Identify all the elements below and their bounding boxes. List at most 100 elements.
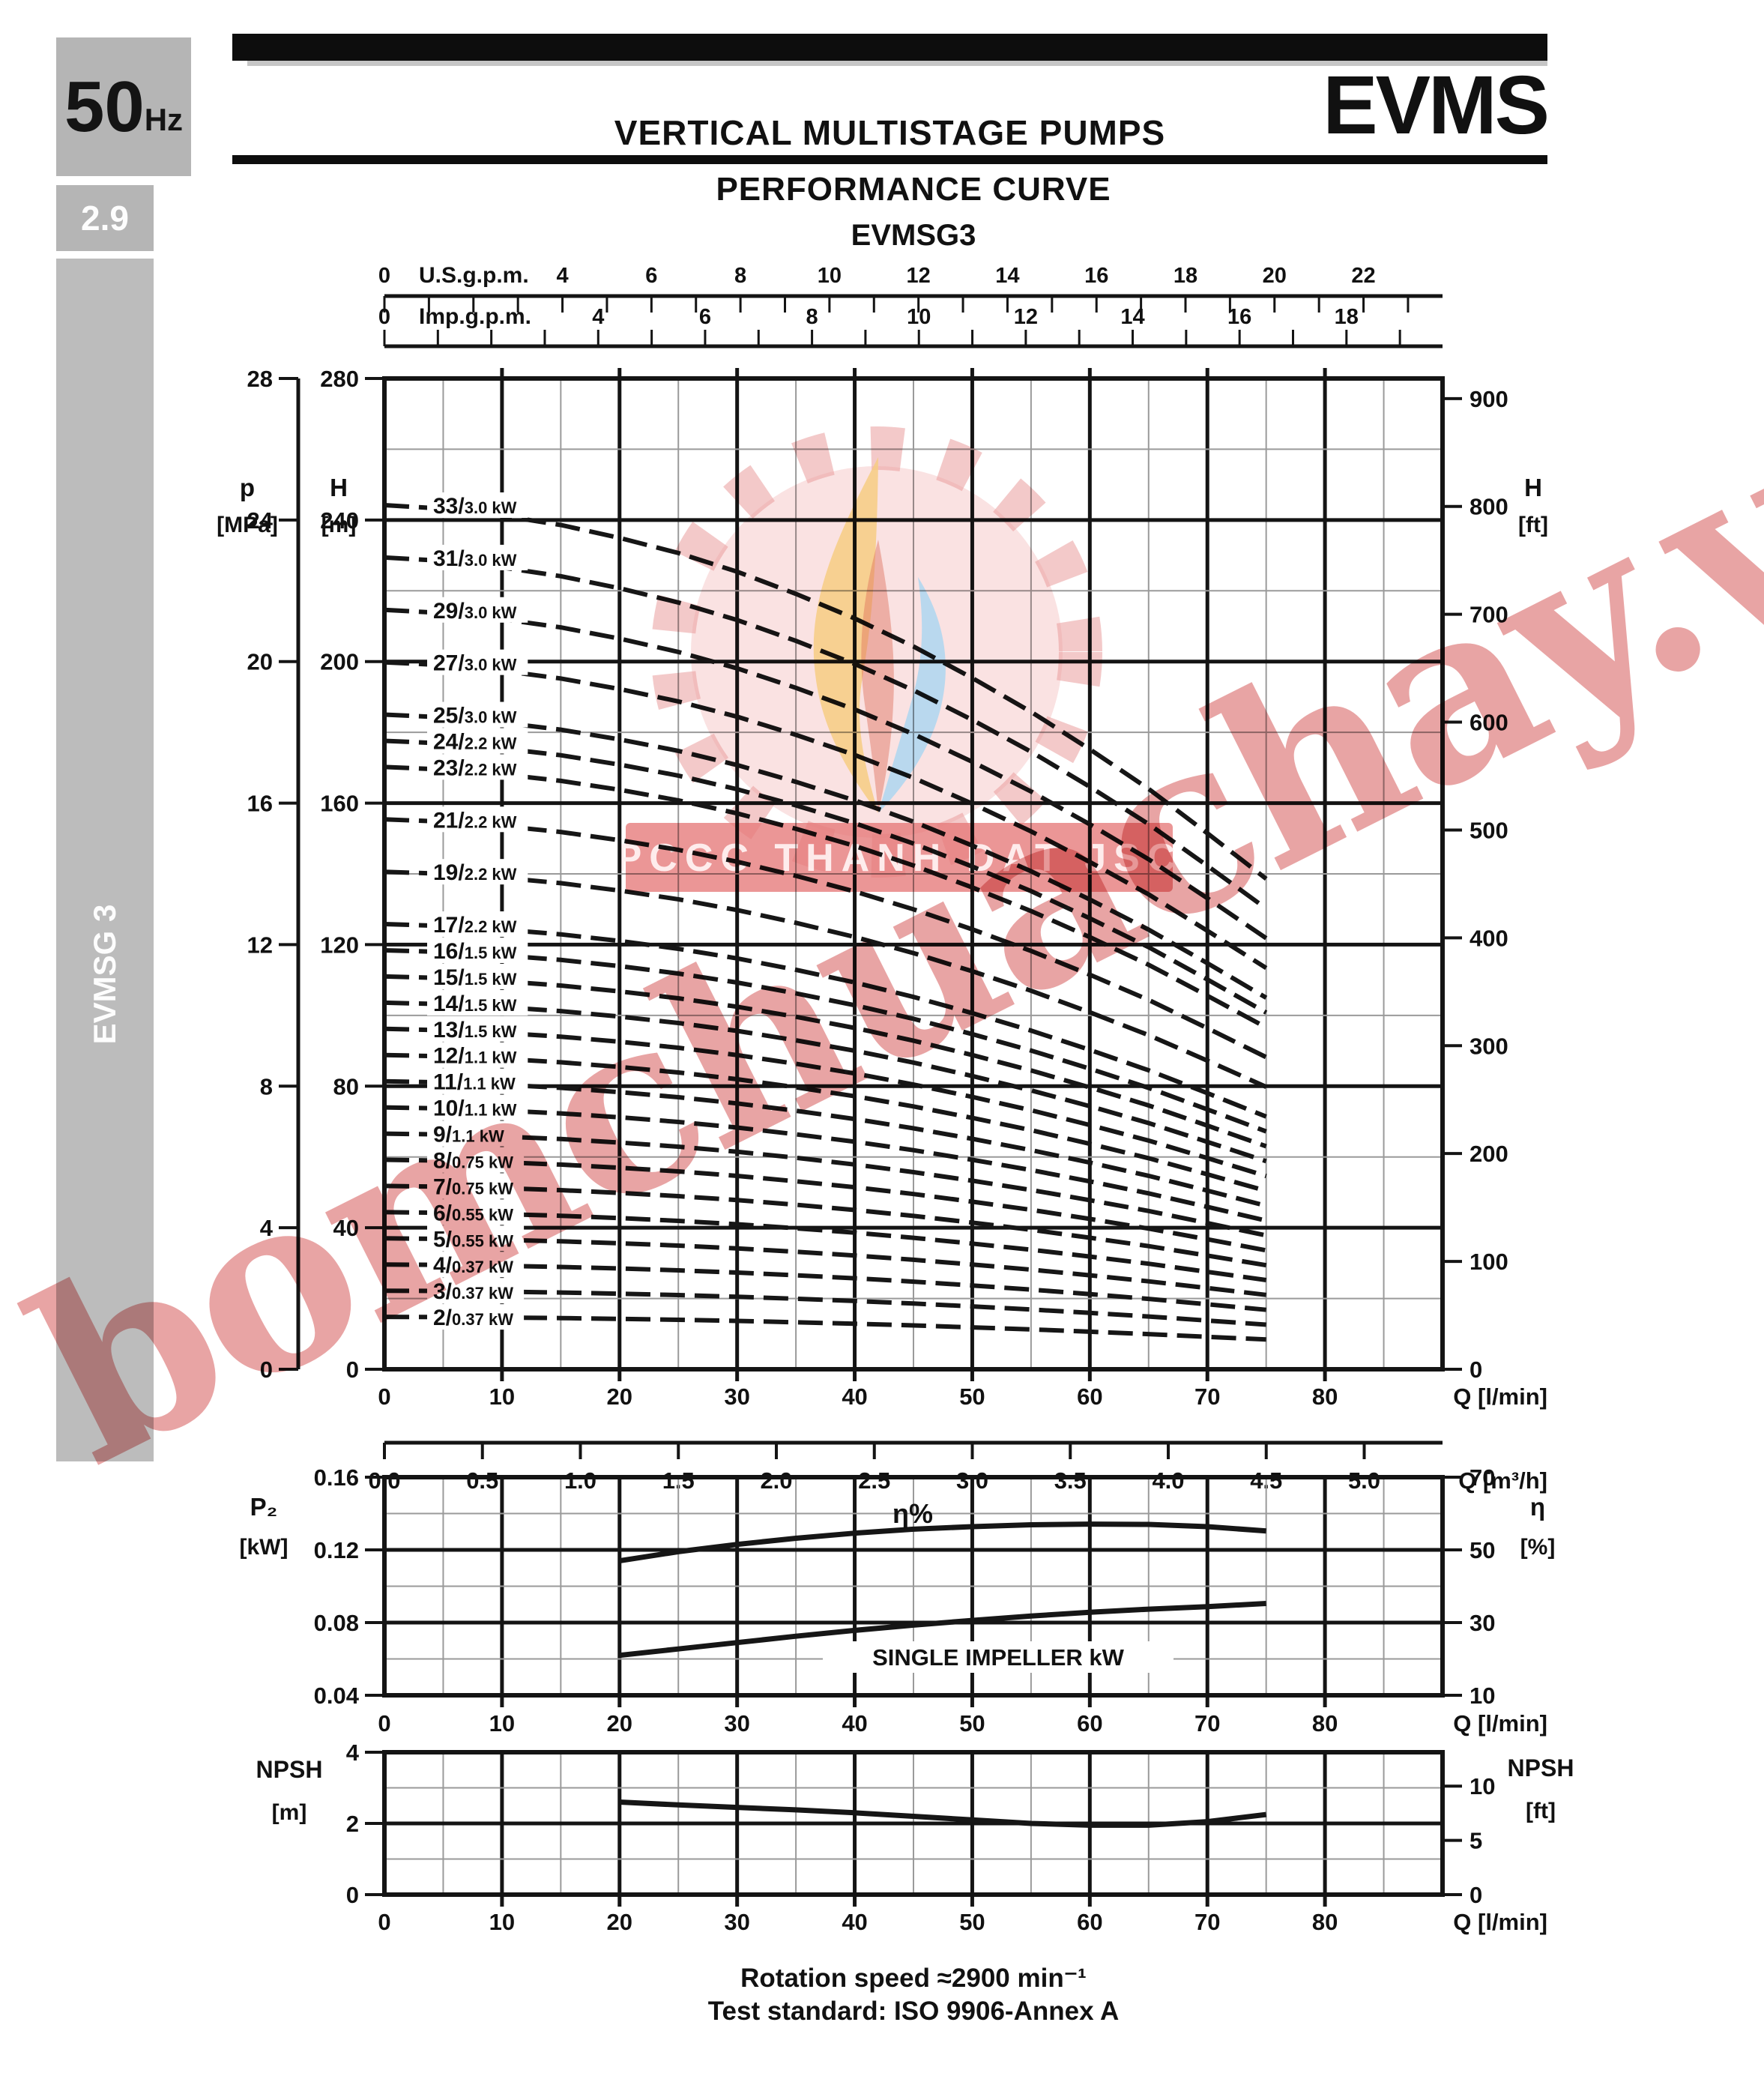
- curve-label: 15/1.5 kW: [433, 965, 517, 990]
- curve-label-bg: [427, 1252, 525, 1278]
- pump-curve: [384, 1078, 1267, 1208]
- m3h-tick-label: 0.5: [466, 1467, 498, 1494]
- curve-label: 29/3.0 kW: [433, 599, 517, 624]
- pump-curve: [384, 1236, 1267, 1297]
- impgpm-tick-label: 4: [592, 305, 604, 329]
- curve-label: 13/1.5 kW: [433, 1018, 517, 1042]
- curve-label: 6/0.55 kW: [433, 1201, 513, 1225]
- curve-label-bg: [427, 701, 528, 728]
- usgpm-tick-label: 4: [556, 264, 568, 288]
- h-ft-tick-label: 500: [1470, 817, 1508, 843]
- h-m-tick-label: 80: [333, 1073, 359, 1099]
- pump-curve: [384, 1000, 1267, 1164]
- p-tick-label: 24: [247, 507, 274, 534]
- pump-curve: [384, 948, 1267, 1134]
- usgpm-tick-label: 6: [645, 264, 657, 288]
- p2-tick-label: 0.16: [314, 1464, 359, 1491]
- npsh-ft-tick-label: 0: [1470, 1882, 1482, 1908]
- curve-label: 4/0.37 kW: [433, 1253, 513, 1278]
- p-tick-label: 0: [260, 1357, 273, 1383]
- lmin-tick-label: 0: [378, 1909, 390, 1935]
- curve-label: 9/1.1 kW: [433, 1123, 504, 1147]
- curve-label: 5/0.55 kW: [433, 1227, 513, 1252]
- pump-curve: [384, 869, 1267, 1089]
- lmin-tick-label: 20: [607, 1383, 632, 1410]
- npsh-m-tick-label: 0: [346, 1882, 359, 1908]
- usgpm-tick-label: 12: [907, 264, 931, 288]
- eta-tick-label: 30: [1470, 1610, 1495, 1636]
- usgpm-tick-label: 14: [995, 264, 1019, 288]
- p2-axis-name: P₂: [250, 1493, 278, 1521]
- curve-label-bg: [427, 963, 528, 989]
- lmin-tick-label: 60: [1077, 1710, 1102, 1736]
- h-ft-tick-label: 100: [1470, 1249, 1508, 1275]
- npsh-ft-axis-unit: [ft]: [1526, 1799, 1556, 1823]
- npsh-ft-tick-label: 10: [1470, 1773, 1495, 1799]
- curve-label: 27/3.0 kW: [433, 651, 517, 676]
- p-axis-name: p: [240, 474, 255, 501]
- curve-label-bg: [427, 649, 528, 675]
- curve-label-bg: [427, 1173, 525, 1199]
- impgpm-axis-name: Imp.g.p.m.: [419, 304, 531, 329]
- h-ft-axis-unit: [ft]: [1518, 513, 1548, 537]
- h-ft-axis-name: H: [1524, 474, 1542, 501]
- curve-label-bg: [427, 1304, 525, 1330]
- m3h-tick-label: 1.0: [564, 1467, 596, 1494]
- npsh-curve: [619, 1799, 1267, 1828]
- p2-tick-label: 0.12: [314, 1537, 359, 1563]
- frequency-unit: Hz: [144, 101, 184, 137]
- p-tick-label: 20: [247, 649, 273, 675]
- impgpm-tick-label: 18: [1335, 305, 1359, 329]
- pump-curve: [384, 1052, 1267, 1193]
- curve-label-bg: [427, 1016, 528, 1042]
- pump-curve: [384, 1131, 1267, 1238]
- efficiency-curve-label: η%: [892, 1498, 933, 1529]
- eta-axis-unit: [%]: [1520, 1535, 1556, 1560]
- eta-tick-label: 10: [1470, 1683, 1495, 1709]
- lmin-tick-label: 10: [489, 1909, 515, 1935]
- h-m-tick-label: 120: [320, 932, 359, 958]
- pump-curve: [384, 1183, 1267, 1268]
- curve-label: 19/2.2 kW: [433, 860, 517, 885]
- curve-label: 3/0.37 kW: [433, 1279, 513, 1304]
- lmin-tick-label: 50: [959, 1383, 985, 1410]
- m3h-tick-label: 2.5: [858, 1467, 890, 1494]
- npsh-ft-axis-name: NPSH: [1508, 1754, 1574, 1781]
- impgpm-tick-label: 16: [1227, 305, 1251, 329]
- pump-curve: [384, 764, 1268, 1030]
- usgpm-tick-label: 16: [1084, 264, 1108, 288]
- impgpm-tick-label: 0: [378, 305, 390, 329]
- lmin-tick-label: 40: [842, 1909, 867, 1935]
- p-tick-label: 12: [247, 932, 273, 958]
- curve-label: 25/3.0 kW: [433, 704, 517, 728]
- lmin-tick-label: 50: [959, 1909, 985, 1935]
- p2-tick-label: 0.08: [314, 1610, 359, 1636]
- npsh-m-axis-name: NPSH: [256, 1756, 323, 1783]
- curve-label: 24/2.2 kW: [433, 729, 517, 754]
- h-m-tick-label: 40: [333, 1215, 359, 1241]
- lmin-tick-label: 20: [607, 1909, 632, 1935]
- lmin-tick-label: 80: [1312, 1383, 1338, 1410]
- h-m-axis-name: H: [330, 474, 348, 501]
- curve-label-bg: [427, 911, 528, 938]
- lmin-axis-name: Q [l/min]: [1453, 1909, 1547, 1935]
- curve-label-bg: [427, 1042, 528, 1068]
- curve-label: 8/0.75 kW: [433, 1148, 513, 1173]
- lmin-tick-label: 80: [1312, 1710, 1338, 1736]
- curve-label: 23/2.2 kW: [433, 755, 517, 780]
- kw-label-bg: [823, 1641, 1174, 1673]
- curve-label: 21/2.2 kW: [433, 808, 517, 833]
- curve-label-bg: [427, 806, 528, 833]
- h-m-tick-label: 200: [320, 649, 359, 675]
- curve-label: 2/0.37 kW: [433, 1306, 513, 1330]
- rotation-speed-note: Rotation speed ≈2900 min⁻¹: [740, 1964, 1087, 1993]
- lmin-tick-label: 60: [1077, 1909, 1102, 1935]
- curve-label-bg: [427, 1120, 515, 1147]
- p-tick-label: 8: [260, 1073, 273, 1099]
- curve-label-bg: [427, 1068, 528, 1094]
- usgpm-tick-label: 10: [818, 264, 842, 288]
- curve-label-bg: [427, 1147, 525, 1173]
- curve-label: 17/2.2 kW: [433, 913, 517, 938]
